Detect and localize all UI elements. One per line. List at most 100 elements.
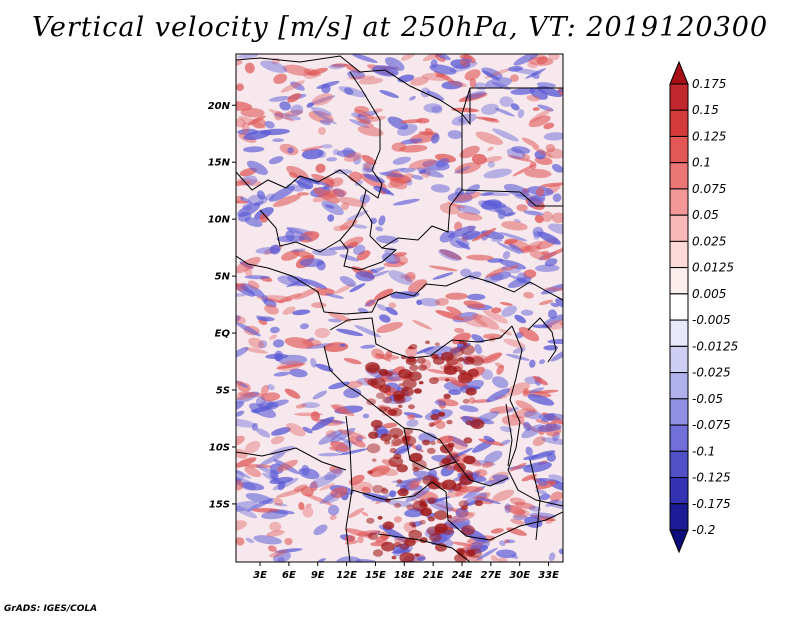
field-cell-strong bbox=[458, 340, 464, 345]
border-line bbox=[527, 317, 557, 363]
field-cell bbox=[260, 60, 288, 73]
field-cell bbox=[462, 385, 481, 390]
field-cell bbox=[293, 484, 308, 492]
colorbar-swatch bbox=[669, 267, 689, 295]
field-cell bbox=[481, 103, 500, 115]
field-cell bbox=[294, 287, 321, 300]
field-cell bbox=[446, 201, 466, 209]
field-cell bbox=[456, 204, 481, 215]
field-cell bbox=[523, 461, 552, 473]
field-cell bbox=[238, 116, 266, 129]
field-cell bbox=[422, 160, 450, 171]
field-cell bbox=[510, 88, 536, 95]
field-cell-strong bbox=[418, 381, 424, 385]
field-cell bbox=[427, 369, 448, 374]
field-cell-strong bbox=[434, 342, 440, 347]
field-cell bbox=[499, 302, 513, 306]
field-cell bbox=[236, 315, 241, 322]
field-cell-strong bbox=[368, 532, 379, 541]
field-cell bbox=[256, 316, 275, 322]
field-cell bbox=[244, 217, 263, 227]
field-cell-strong bbox=[406, 504, 415, 511]
field-cell bbox=[328, 318, 342, 323]
field-cell-strong bbox=[388, 456, 404, 467]
field-cell bbox=[532, 375, 548, 386]
field-cell-strong bbox=[412, 467, 420, 472]
field-cell-strong bbox=[373, 427, 379, 432]
field-cell bbox=[547, 223, 563, 236]
field-cell bbox=[391, 549, 412, 554]
field-cell bbox=[303, 68, 321, 77]
field-cell bbox=[311, 93, 333, 106]
field-cell bbox=[409, 95, 416, 101]
field-cell-strong bbox=[414, 553, 420, 557]
field-cell bbox=[529, 108, 552, 123]
border-line bbox=[236, 169, 367, 191]
field-cell-strong bbox=[391, 438, 403, 447]
field-cell bbox=[438, 249, 461, 261]
field-cell bbox=[380, 531, 388, 541]
field-cell bbox=[543, 345, 559, 351]
field-cell bbox=[481, 67, 503, 79]
field-cell-strong bbox=[380, 433, 392, 442]
field-cell bbox=[284, 109, 304, 117]
field-cell bbox=[328, 63, 346, 70]
field-cell bbox=[523, 269, 537, 279]
field-cell bbox=[352, 224, 368, 229]
field-cell-strong bbox=[389, 447, 397, 454]
field-cell bbox=[264, 193, 276, 201]
field-cell-strong bbox=[388, 427, 404, 438]
lon-tick-label: 27E bbox=[480, 570, 501, 581]
field-cell bbox=[273, 339, 285, 348]
field-cell bbox=[284, 388, 301, 399]
field-cell-strong bbox=[398, 383, 404, 387]
field-cell bbox=[435, 297, 449, 306]
border-line bbox=[236, 55, 563, 115]
field-cell bbox=[370, 270, 390, 278]
field-cell bbox=[482, 352, 502, 364]
field-cell bbox=[469, 78, 477, 88]
field-cell bbox=[236, 322, 261, 337]
field-cell bbox=[504, 503, 512, 514]
chart-title: Vertical velocity [m/s] at 250hPa, VT: 2… bbox=[31, 12, 769, 43]
field-cell-strong bbox=[408, 404, 415, 410]
field-cell bbox=[328, 447, 338, 451]
field-cell-strong bbox=[461, 525, 475, 536]
field-cell-strong bbox=[460, 505, 468, 511]
field-cell-strong bbox=[470, 356, 484, 366]
field-cell bbox=[248, 337, 265, 349]
field-cell bbox=[481, 369, 493, 380]
field-cell bbox=[269, 469, 279, 480]
country-borders bbox=[236, 55, 563, 562]
field-cell bbox=[529, 512, 557, 519]
field-cell bbox=[376, 303, 388, 312]
field-cell bbox=[475, 314, 483, 320]
field-cell bbox=[375, 353, 391, 362]
field-cell bbox=[510, 518, 525, 525]
field-cell bbox=[273, 551, 291, 562]
field-cell bbox=[410, 76, 429, 86]
field-cell bbox=[393, 516, 402, 523]
field-cell bbox=[284, 537, 293, 546]
field-cell-strong bbox=[463, 455, 476, 465]
field-cell bbox=[529, 250, 551, 261]
field-cell bbox=[555, 298, 563, 309]
field-cell bbox=[268, 109, 295, 122]
field-cell bbox=[305, 503, 312, 508]
lat-tick-label: 10S bbox=[209, 442, 230, 453]
field-cell bbox=[260, 384, 269, 396]
latitude-axis: 20N 15N 10N 5N EQ 5S 10S 15S bbox=[208, 101, 236, 510]
field-cell bbox=[540, 182, 563, 188]
field-cell bbox=[446, 306, 462, 316]
field-cell bbox=[236, 283, 246, 287]
field-cell bbox=[244, 275, 271, 280]
field-cell bbox=[268, 186, 295, 202]
colorbar-labels: 0.175 0.15 0.125 0.1 0.075 0.05 0.025 0.0125 0.0… bbox=[692, 77, 738, 537]
field-cell bbox=[286, 165, 309, 180]
field-cell bbox=[416, 346, 435, 354]
field-cell bbox=[361, 511, 369, 517]
field-cell bbox=[391, 142, 407, 152]
field-cell bbox=[312, 390, 328, 400]
field-cell bbox=[269, 521, 282, 532]
longitude-axis: 3E 6E 9E 12E 15E 18E 21E 24E 27E 30E 33E bbox=[253, 562, 559, 581]
